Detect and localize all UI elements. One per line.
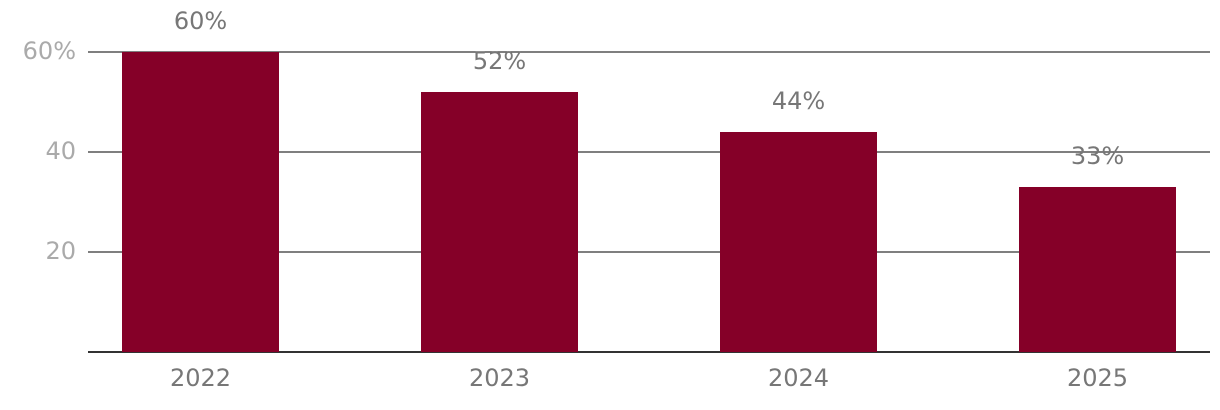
value-label: 52% xyxy=(473,47,526,75)
x-tick-label: 2025 xyxy=(1067,364,1128,392)
x-tick-label: 2023 xyxy=(469,364,530,392)
x-tick-label: 2022 xyxy=(170,364,231,392)
y-tick-label: 60% xyxy=(23,37,76,65)
bar xyxy=(421,92,578,352)
x-tick-label: 2024 xyxy=(768,364,829,392)
y-tick-label: 40 xyxy=(45,137,76,165)
bar xyxy=(1019,187,1176,352)
bar xyxy=(720,132,877,352)
y-tick-label: 20 xyxy=(45,237,76,265)
bar xyxy=(122,52,279,352)
value-label: 44% xyxy=(772,87,825,115)
value-label: 33% xyxy=(1071,142,1124,170)
value-label: 60% xyxy=(174,7,227,35)
